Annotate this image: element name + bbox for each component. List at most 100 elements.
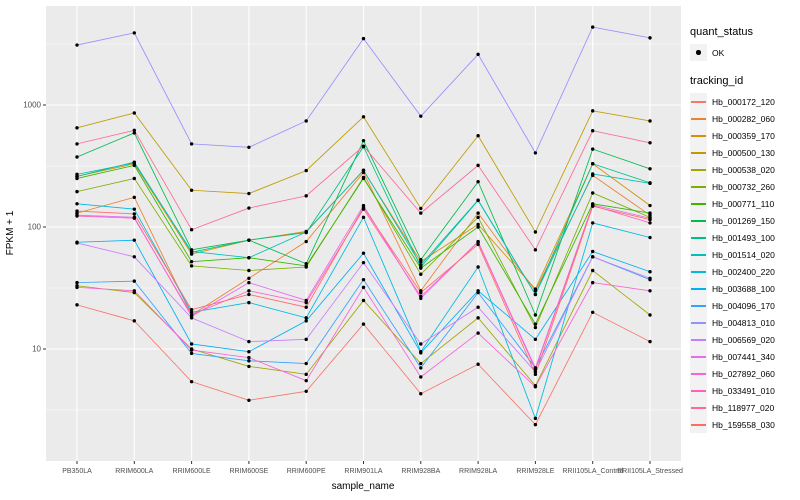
legend-key-Hb_003688_100 bbox=[690, 280, 707, 297]
legend-key-Hb_159558_030 bbox=[690, 416, 707, 433]
legend-item-Hb_000771_110: Hb_000771_110 bbox=[690, 195, 775, 212]
legend-gap bbox=[690, 61, 775, 75]
legend-line-icon bbox=[691, 219, 706, 222]
legend-item-label: Hb_000500_130 bbox=[712, 147, 775, 158]
legend-item-Hb_004813_010: Hb_004813_010 bbox=[690, 314, 775, 331]
legend-title-quant-status: quant_status bbox=[690, 26, 753, 38]
data-point bbox=[361, 115, 366, 119]
data-point bbox=[648, 221, 652, 225]
data-point bbox=[132, 207, 136, 211]
legend-key-Hb_007441_340 bbox=[690, 348, 707, 365]
data-point bbox=[476, 362, 480, 366]
data-point bbox=[132, 212, 136, 216]
data-point bbox=[648, 339, 652, 344]
data-point bbox=[304, 305, 308, 309]
legend-key-Hb_118977_020 bbox=[690, 399, 707, 416]
data-point bbox=[648, 276, 652, 280]
legend-item-Hb_006569_020: Hb_006569_020 bbox=[690, 331, 775, 348]
legend-item-Hb_001269_150: Hb_001269_150 bbox=[690, 212, 775, 229]
legend-key-Hb_027892_060 bbox=[690, 365, 707, 382]
legend-item-Hb_159558_030: Hb_159558_030 bbox=[690, 416, 775, 433]
data-point bbox=[247, 355, 251, 360]
legend-item-Hb_001493_100: Hb_001493_100 bbox=[690, 229, 775, 246]
data-point bbox=[247, 359, 251, 363]
data-point bbox=[189, 348, 194, 352]
data-point bbox=[591, 191, 595, 195]
data-point bbox=[361, 36, 366, 41]
legend-line-icon bbox=[691, 389, 706, 392]
legend-line-icon bbox=[691, 100, 706, 103]
data-point bbox=[132, 238, 136, 242]
legend-item-Hb_000732_260: Hb_000732_260 bbox=[690, 178, 775, 195]
legend-key-Hb_033491_010 bbox=[690, 382, 707, 399]
legend-line-icon bbox=[691, 321, 706, 324]
data-point bbox=[304, 337, 308, 342]
data-point bbox=[361, 322, 366, 326]
chart-svg: 10 100 1000 PB350LA RRIM600LA RRIM600LE RRIM60… bbox=[5, 6, 683, 492]
data-point bbox=[189, 259, 194, 264]
data-point bbox=[533, 322, 538, 326]
data-point bbox=[75, 241, 79, 245]
x-tick-label: RRIM928LA bbox=[459, 468, 497, 475]
data-point bbox=[361, 144, 366, 148]
data-point bbox=[361, 168, 366, 172]
data-point bbox=[247, 289, 251, 293]
data-point bbox=[533, 367, 538, 372]
legend-key-Hb_000500_130 bbox=[690, 144, 707, 161]
series-points-Hb_159558_030 bbox=[75, 204, 652, 377]
data-point bbox=[75, 202, 79, 206]
data-point bbox=[476, 290, 480, 295]
data-point bbox=[648, 119, 652, 123]
data-point bbox=[591, 172, 595, 176]
series-points-Hb_118977_020 bbox=[75, 128, 652, 252]
legend-key-Hb_006569_020 bbox=[690, 331, 707, 348]
data-point bbox=[419, 375, 423, 379]
data-point bbox=[648, 181, 652, 186]
data-point bbox=[247, 292, 251, 297]
data-point bbox=[648, 203, 652, 208]
data-point bbox=[189, 249, 194, 254]
data-point bbox=[132, 31, 136, 35]
x-tick-label: RRIM901LA bbox=[344, 468, 382, 475]
data-point bbox=[75, 142, 79, 146]
data-point bbox=[591, 268, 595, 273]
legend-key-Hb_004096_170 bbox=[690, 297, 707, 314]
x-tick-label: PB350LA bbox=[62, 468, 92, 475]
data-point bbox=[189, 351, 194, 356]
data-point bbox=[132, 163, 136, 168]
data-point bbox=[476, 198, 480, 202]
legend: quant_status OK tracking_id Hb_000172_120 Hb… bbox=[690, 26, 775, 433]
data-point bbox=[476, 211, 480, 215]
legend-item-label: Hb_003688_100 bbox=[712, 283, 775, 294]
data-point bbox=[361, 251, 366, 255]
legend-line-icon bbox=[691, 287, 706, 290]
data-point bbox=[533, 292, 538, 297]
legend-item-Hb_001514_020: Hb_001514_020 bbox=[690, 246, 775, 263]
data-point bbox=[476, 52, 480, 57]
data-point bbox=[591, 310, 595, 314]
data-point bbox=[247, 280, 251, 285]
series-points-Hb_001514_020 bbox=[75, 161, 652, 297]
data-point bbox=[75, 280, 79, 285]
data-point bbox=[476, 215, 480, 220]
data-point bbox=[75, 126, 79, 130]
legend-key-Hb_000282_060 bbox=[690, 110, 707, 127]
y-tick-label: 100 bbox=[28, 223, 42, 232]
data-point bbox=[419, 294, 423, 299]
data-point bbox=[247, 238, 251, 242]
data-point bbox=[476, 225, 480, 229]
data-point bbox=[132, 161, 136, 165]
x-tick-label: RRII105LA_Stressed bbox=[617, 468, 683, 475]
data-point bbox=[361, 215, 366, 220]
data-point bbox=[591, 129, 595, 133]
data-point bbox=[132, 128, 136, 133]
legend-item-Hb_002400_220: Hb_002400_220 bbox=[690, 263, 775, 280]
series-points-Hb_004813_010 bbox=[75, 25, 652, 155]
data-point bbox=[304, 194, 308, 198]
data-point bbox=[476, 222, 480, 227]
legend-item-label: Hb_002400_220 bbox=[712, 266, 775, 277]
data-point bbox=[361, 298, 366, 303]
data-point bbox=[304, 316, 308, 320]
data-point bbox=[132, 279, 136, 283]
legend-line-icon bbox=[691, 338, 706, 341]
